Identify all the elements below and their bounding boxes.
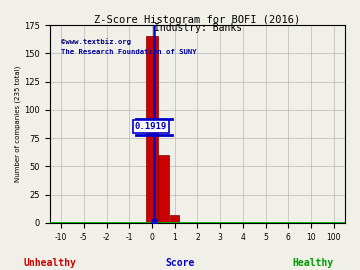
Text: Unhealthy: Unhealthy — [24, 258, 77, 268]
Title: Z-Score Histogram for BOFI (2016): Z-Score Histogram for BOFI (2016) — [94, 15, 301, 25]
Bar — [158, 155, 169, 223]
Text: ©www.textbiz.org: ©www.textbiz.org — [61, 39, 131, 45]
Text: Healthy: Healthy — [293, 258, 334, 268]
Y-axis label: Number of companies (235 total): Number of companies (235 total) — [15, 66, 22, 182]
Text: Score: Score — [165, 258, 195, 268]
Text: The Research Foundation of SUNY: The Research Foundation of SUNY — [61, 49, 197, 55]
Text: 0.1919: 0.1919 — [135, 122, 167, 131]
Bar — [147, 36, 158, 223]
Text: Industry: Banks: Industry: Banks — [154, 23, 242, 33]
Bar — [170, 215, 179, 223]
